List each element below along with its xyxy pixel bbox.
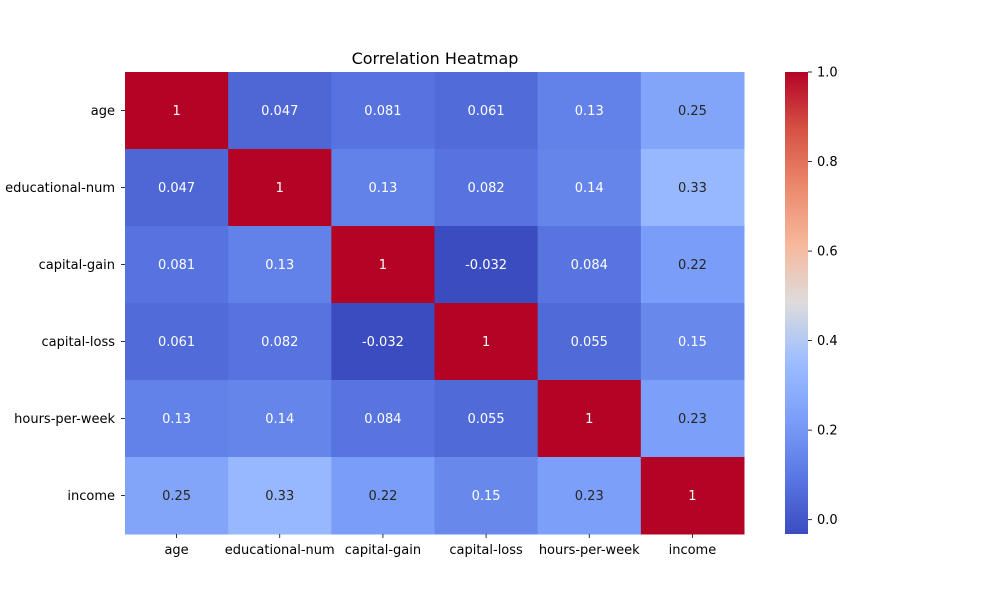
x-tick-label: capital-loss <box>449 543 523 558</box>
heatmap-cell-label: 0.047 <box>261 104 298 119</box>
y-tick-label: income <box>67 489 115 504</box>
heatmap-cell <box>331 72 435 150</box>
heatmap-cell-label: 0.15 <box>472 489 501 504</box>
heatmap-cell <box>228 380 332 458</box>
heatmap-cell <box>640 457 745 535</box>
heatmap-cell <box>125 380 229 458</box>
heatmap-cell <box>537 303 642 381</box>
heatmap-cell <box>434 457 539 535</box>
heatmap-cell <box>331 457 435 535</box>
heatmap-cell-label: 1 <box>172 104 180 119</box>
heatmap-cell-label: 0.13 <box>575 104 604 119</box>
y-tick-label: educational-num <box>5 181 115 196</box>
heatmap-cell <box>331 380 435 458</box>
y-tick-label: hours-per-week <box>14 412 115 427</box>
heatmap-cell <box>640 303 745 381</box>
y-tick-label: age <box>91 104 115 119</box>
chart-title: Correlation Heatmap <box>352 49 519 68</box>
heatmap-cell <box>125 72 229 150</box>
heatmap-cell <box>331 149 435 227</box>
colorbar-tick-label: 0.8 <box>817 155 838 170</box>
heatmap-cell-label: 0.13 <box>162 412 191 427</box>
heatmap-cell-label: 0.082 <box>261 335 298 350</box>
x-tick-label: hours-per-week <box>539 543 640 558</box>
heatmap-cell <box>331 226 435 304</box>
heatmap-cell <box>125 303 229 381</box>
heatmap-cell-label: 0.14 <box>265 412 294 427</box>
y-tick-label: capital-loss <box>42 335 116 350</box>
colorbar-ticks: 0.0 0.2 0.4 0.6 0.8 1.0 <box>808 66 838 528</box>
heatmap-cell-label: 0.33 <box>678 181 707 196</box>
heatmap-cell-label: 0.082 <box>467 181 504 196</box>
heatmap-cell-label: 0.084 <box>364 412 401 427</box>
heatmap-cell-label: 0.061 <box>467 104 504 119</box>
heatmap-cell <box>228 149 332 227</box>
heatmap-cell <box>537 149 642 227</box>
heatmap-cell-label: 0.22 <box>678 258 707 273</box>
heatmap-cell <box>434 149 539 227</box>
heatmap-cell-label: 0.061 <box>158 335 195 350</box>
colorbar-tick-label: 0.6 <box>817 245 838 260</box>
heatmap-cell-label: 0.23 <box>678 412 707 427</box>
heatmap-cell-label: 0.055 <box>467 412 504 427</box>
heatmap-cell <box>434 303 539 381</box>
heatmap-cell <box>640 380 745 458</box>
heatmap-cell-label: 0.081 <box>158 258 195 273</box>
heatmap-cell <box>537 226 642 304</box>
heatmap-cell <box>640 72 745 150</box>
heatmap-cell-label: 0.15 <box>678 335 707 350</box>
colorbar-tick-label: 0.2 <box>817 424 838 439</box>
heatmap-cell-label: 0.084 <box>571 258 608 273</box>
heatmap-cell-label: 1 <box>482 335 490 350</box>
heatmap-cell <box>434 72 539 150</box>
heatmap-cell <box>537 457 642 535</box>
x-tick-label: income <box>669 543 717 558</box>
heatmap-cell <box>331 303 435 381</box>
colorbar-tick-label: 1.0 <box>817 66 838 81</box>
heatmap-cell <box>434 226 539 304</box>
x-tick-label: educational-num <box>225 543 335 558</box>
heatmap-cell <box>125 226 229 304</box>
heatmap-cell <box>228 226 332 304</box>
heatmap-cell-label: 0.22 <box>368 489 397 504</box>
heatmap-cell <box>537 72 642 150</box>
heatmap-cell <box>434 380 539 458</box>
heatmap-cell <box>228 72 332 150</box>
x-tick-label: capital-gain <box>345 543 421 558</box>
heatmap-cell-label: 0.13 <box>265 258 294 273</box>
heatmap-cell <box>125 457 229 535</box>
heatmap-cell-label: 1 <box>276 181 284 196</box>
heatmap-cell <box>228 303 332 381</box>
heatmap-cell-label: 0.055 <box>571 335 608 350</box>
x-axis-ticks: age educational-num capital-gain capital-lo… <box>164 534 716 558</box>
colorbar <box>785 72 808 534</box>
colorbar-tick-label: 0.0 <box>817 513 838 528</box>
heatmap-cell-label: -0.032 <box>465 258 507 273</box>
heatmap-cell-labels: 1 0.047 0.081 0.061 0.13 0.25 0.047 1 0.13 0.082 0… <box>158 104 707 504</box>
heatmap-cell-label: -0.032 <box>362 335 404 350</box>
heatmap-cell <box>640 149 745 227</box>
heatmap-cell-label: 0.33 <box>265 489 294 504</box>
heatmap-cell <box>640 226 745 304</box>
heatmap-cell-label: 0.081 <box>364 104 401 119</box>
heatmap-cell-label: 0.047 <box>158 181 195 196</box>
heatmap-cell <box>125 149 229 227</box>
heatmap-cell <box>228 457 332 535</box>
y-tick-label: capital-gain <box>39 258 115 273</box>
heatmap-cells <box>125 72 745 535</box>
colorbar-tick-label: 0.4 <box>817 334 838 349</box>
heatmap-cell-label: 1 <box>585 412 593 427</box>
heatmap-cell-label: 0.25 <box>678 104 707 119</box>
heatmap-cell-label: 0.13 <box>368 181 397 196</box>
x-tick-label: age <box>164 543 188 558</box>
heatmap-cell-label: 1 <box>688 489 696 504</box>
heatmap-cell-label: 0.23 <box>575 489 604 504</box>
heatmap-cell <box>537 380 642 458</box>
heatmap-cell-label: 0.25 <box>162 489 191 504</box>
y-axis-ticks: age educational-num capital-gain capital-lo… <box>5 104 125 504</box>
heatmap-cell-label: 0.14 <box>575 181 604 196</box>
heatmap-cell-label: 1 <box>379 258 387 273</box>
